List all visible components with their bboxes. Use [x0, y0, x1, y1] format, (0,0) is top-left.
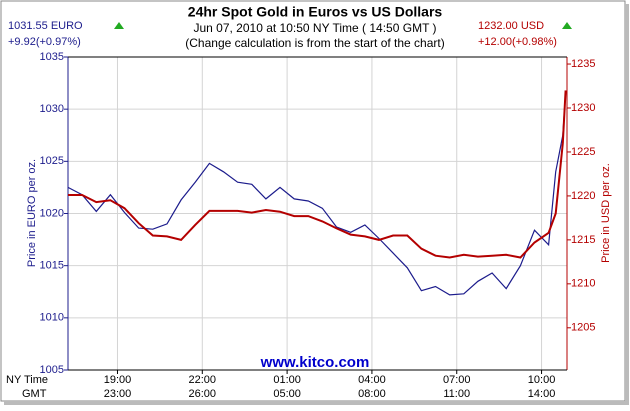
note: (Change calculation is from the start of…	[185, 36, 444, 50]
y-tick-label: 1005	[40, 364, 64, 376]
x-tick-label: 01:00	[273, 374, 301, 386]
x-axis-label: NY Time	[6, 374, 48, 386]
y-tick-label: 1010	[40, 312, 64, 324]
x-tick-label: 07:00	[443, 374, 471, 386]
x2-axis-label: GMT	[22, 388, 47, 400]
x2-tick-label: 26:00	[189, 388, 217, 400]
y-tick-label: 1015	[40, 260, 64, 272]
y2-tick-label: 1225	[571, 146, 595, 158]
watermark: www.kitco.com	[260, 354, 370, 371]
y-tick-label: 1030	[40, 103, 64, 115]
up-arrow	[562, 22, 572, 29]
x2-tick-label: 05:00	[273, 388, 301, 400]
series-line	[68, 90, 567, 259]
left-change: +9.92(+0.97%)	[8, 36, 81, 48]
y2-tick-label: 1210	[571, 278, 595, 290]
x-tick-label: 04:00	[358, 374, 386, 386]
y-tick-label: 1020	[40, 207, 64, 219]
x2-tick-label: 08:00	[358, 388, 386, 400]
subtitle: Jun 07, 2010 at 10:50 NY Time ( 14:50 GM…	[193, 21, 436, 35]
y-axis-label: Price in EURO per oz.	[26, 159, 38, 267]
x-tick-label: 22:00	[189, 374, 217, 386]
chart-title: 24hr Spot Gold in Euros vs US Dollars	[188, 4, 443, 20]
y-tick-label: 1025	[40, 155, 64, 167]
y-tick-label: 1035	[40, 51, 64, 63]
x-tick-label: 19:00	[104, 374, 132, 386]
right-change: +12.00(+0.98%)	[478, 36, 557, 48]
x2-tick-label: 11:00	[443, 388, 470, 400]
x-tick-label: 10:00	[528, 374, 556, 386]
y2-axis-label: Price in USD per oz.	[600, 163, 612, 263]
y2-tick-label: 1220	[571, 190, 595, 202]
x2-tick-label: 14:00	[528, 388, 556, 400]
series-line	[67, 92, 567, 296]
x2-tick-label: 23:00	[104, 388, 132, 400]
frame-shadow	[625, 4, 629, 404]
y2-tick-label: 1215	[571, 234, 595, 246]
y2-tick-label: 1230	[571, 102, 595, 114]
frame-shadow	[4, 401, 629, 405]
y2-tick-label: 1205	[571, 322, 595, 334]
left-price: 1031.55 EURO	[8, 20, 83, 32]
y2-tick-label: 1235	[571, 58, 595, 70]
right-price: 1232.00 USD	[478, 20, 544, 32]
up-arrow	[114, 22, 124, 29]
